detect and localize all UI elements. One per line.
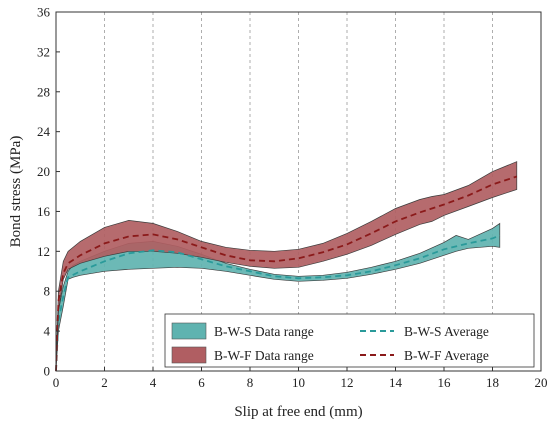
y-tick-label-32: 32	[37, 44, 50, 59]
x-tick-label-0: 0	[53, 375, 60, 390]
legend-label-bws-range: B-W-S Data range	[214, 324, 314, 339]
y-tick-label-0: 0	[44, 364, 51, 379]
legend-box	[164, 313, 535, 368]
y-tick-label-28: 28	[37, 84, 50, 99]
x-tick-label-4: 4	[150, 375, 157, 390]
range-band-bwf	[55, 161, 518, 372]
x-tick-label-14: 14	[389, 375, 403, 390]
x-tick-label-6: 6	[198, 375, 205, 390]
x-axis-label: Slip at free end (mm)	[234, 404, 362, 420]
legend-swatch-bwf-range	[171, 346, 207, 364]
y-tick-label-4: 4	[44, 324, 51, 339]
legend-label-bwf-range: B-W-F Data range	[214, 348, 314, 363]
x-tick-label-12: 12	[341, 375, 354, 390]
legend-swatch-bws-range	[171, 322, 207, 340]
y-tick-label-20: 20	[37, 164, 50, 179]
x-tick-label-18: 18	[486, 375, 499, 390]
y-tick-label-8: 8	[44, 284, 51, 299]
x-tick-label-2: 2	[101, 375, 108, 390]
legend-label-bws-average: B-W-S Average	[404, 324, 489, 339]
chart-legend: B-W-S Data range B-W-F Data range B-W-S …	[164, 313, 535, 368]
data-range-bands	[55, 161, 518, 372]
x-tick-label-10: 10	[292, 375, 305, 390]
x-tick-label-16: 16	[438, 375, 452, 390]
average-lines	[55, 175, 518, 372]
y-tick-label-36: 36	[37, 5, 51, 20]
y-tick-label-16: 16	[37, 204, 51, 219]
average-line-bws	[55, 234, 501, 372]
x-tick-label-8: 8	[247, 375, 254, 390]
y-tick-label-24: 24	[37, 124, 51, 139]
y-axis-label: Bond stress (MPa)	[8, 136, 24, 248]
legend-label-bwf-average: B-W-F Average	[404, 348, 489, 363]
x-tick-label-20: 20	[535, 375, 548, 390]
y-tick-label-12: 12	[37, 244, 50, 259]
average-line-bwf	[55, 175, 518, 372]
